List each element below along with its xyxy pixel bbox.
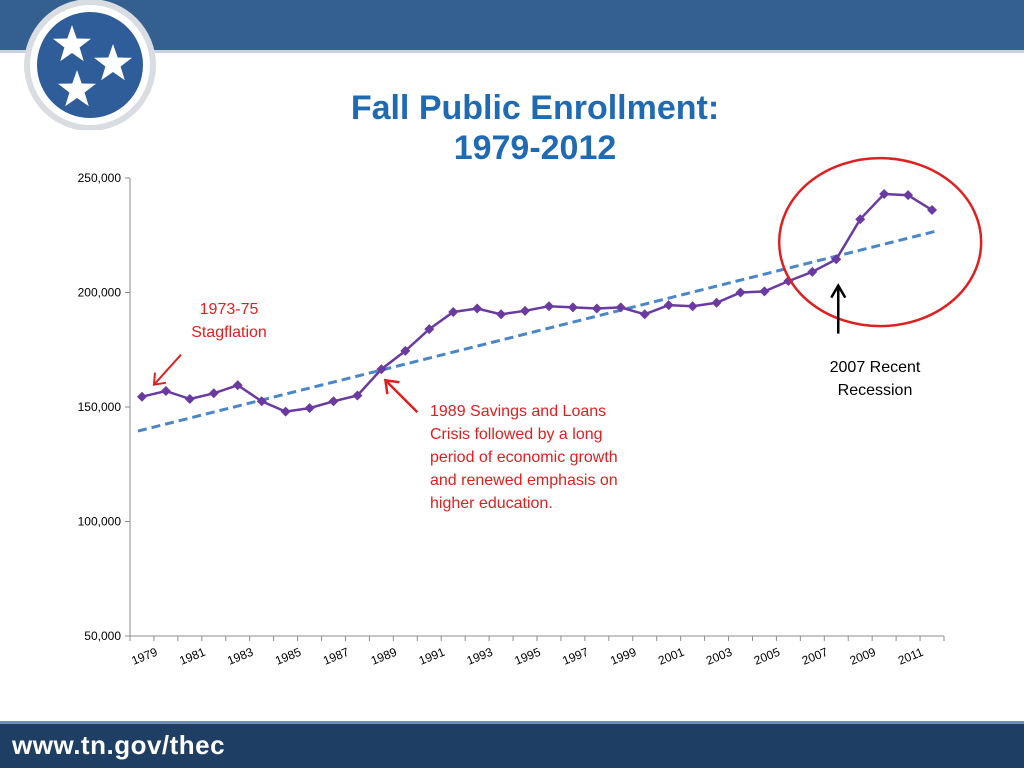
x-tick-label: 1989 [369, 645, 399, 668]
stagflation-annotation: 1973-75 Stagflation [191, 301, 267, 341]
data-point-marker [136, 391, 147, 402]
x-tick-label: 1979 [129, 645, 159, 668]
x-axis-ticks: 1979 1981 1983 1985 1987 1989 1991 1993 1995 1997… [129, 636, 945, 668]
data-point-marker [879, 189, 890, 200]
x-tick-label: 2011 [896, 645, 925, 668]
x-tick-label: 1985 [273, 645, 303, 668]
data-point-marker [472, 303, 483, 314]
data-point-marker [831, 254, 842, 265]
x-tick-label: 1999 [608, 645, 638, 668]
title-line-1: Fall Public Enrollment: [350, 89, 720, 127]
savings-loans-annotation: 1989 Savings and Loans Crisis followed b… [430, 403, 618, 512]
x-tick-label: 1997 [560, 645, 590, 668]
x-tick-label: 1981 [177, 645, 207, 668]
x-tick-label: 1995 [513, 645, 543, 668]
data-point-marker [496, 309, 507, 320]
x-tick-label: 1991 [417, 645, 447, 668]
top-banner [0, 0, 1024, 50]
chart-series [136, 189, 939, 433]
savings-loans-arrow-head [383, 378, 400, 395]
data-point-marker [424, 324, 435, 335]
data-point-marker [735, 287, 746, 298]
tristar-icon [24, 0, 156, 130]
data-point-marker [448, 306, 459, 317]
footer-url: www.tn.gov/thec [12, 730, 226, 760]
data-point-marker [807, 266, 818, 277]
enrollment-line [141, 192, 933, 413]
data-point-marker [687, 301, 698, 312]
data-point-marker [304, 403, 315, 414]
data-point-marker [903, 190, 914, 201]
page-title: Fall Public Enrollment: 1979-2012 [300, 88, 770, 168]
data-point-marker [927, 205, 938, 216]
data-point-marker [208, 388, 219, 399]
data-point-marker [543, 301, 554, 312]
y-tick-label: 100,000 [78, 515, 122, 529]
y-axis-ticks: 250,000 200,000 150,000 100,000 50,000 [78, 171, 130, 643]
savings-loans-arrow [384, 379, 419, 414]
recession-highlight-circle [777, 156, 983, 328]
x-tick-label: 2001 [656, 645, 686, 668]
data-point-marker [376, 364, 387, 375]
recession-annotation: 2007 Recent Recession [829, 359, 921, 399]
x-tick-label: 2005 [752, 645, 782, 668]
trend-line [137, 229, 939, 433]
data-point-marker [759, 286, 770, 297]
data-point-marker [711, 297, 722, 308]
data-point-marker [855, 214, 866, 225]
data-point-marker [352, 390, 363, 401]
x-tick-label: 1993 [465, 645, 495, 668]
data-point-marker [160, 385, 171, 396]
y-tick-label: 50,000 [84, 629, 121, 643]
data-point-marker [328, 396, 339, 407]
stagflation-arrow-head [152, 372, 167, 386]
chart-annotation-marks [152, 156, 983, 414]
recession-arrow-head [830, 283, 847, 299]
data-point-marker [591, 303, 602, 314]
data-point-marker [663, 300, 674, 311]
x-tick-label: 2003 [704, 645, 734, 668]
footer-banner [0, 724, 1024, 768]
data-point-marker [567, 302, 578, 313]
data-point-marker [639, 309, 650, 320]
data-point-marker [184, 393, 195, 404]
title-line-2: 1979-2012 [453, 129, 617, 167]
data-point-marker [520, 305, 531, 316]
data-point-marker [400, 345, 411, 356]
x-tick-label: 1983 [225, 645, 255, 668]
data-point-marker [280, 406, 291, 417]
top-banner-rule [0, 50, 1024, 53]
x-tick-label: 2009 [848, 645, 878, 668]
footer-rule [0, 721, 1024, 724]
stagflation-arrow [153, 354, 182, 386]
data-point-marker [256, 396, 267, 407]
x-tick-label: 2007 [800, 645, 830, 668]
y-tick-label: 150,000 [78, 400, 122, 414]
x-tick-label: 1987 [321, 645, 351, 668]
y-tick-label: 250,000 [78, 171, 122, 185]
y-tick-label: 200,000 [78, 286, 122, 300]
data-point-marker [615, 302, 626, 313]
data-point-marker [232, 380, 243, 391]
